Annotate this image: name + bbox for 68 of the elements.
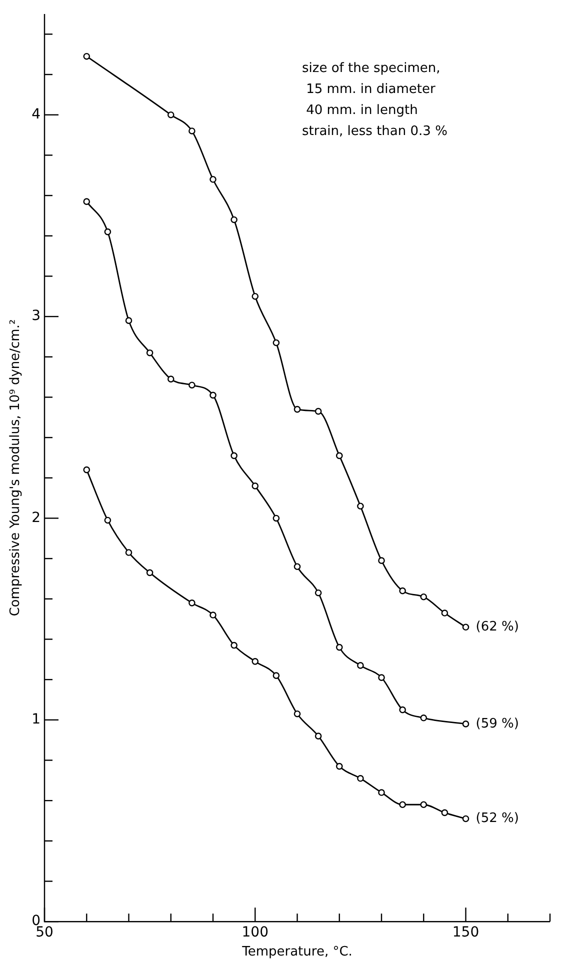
x-tick-label: 50 [36, 924, 54, 941]
point [314, 732, 322, 740]
point [357, 662, 364, 669]
point [314, 408, 322, 415]
y-tick-label: 2 [32, 510, 41, 526]
point [462, 815, 470, 822]
series-label: (52 %) [476, 811, 519, 826]
point [230, 452, 238, 460]
point [357, 775, 364, 782]
point [125, 549, 132, 556]
point [441, 809, 448, 816]
point [210, 612, 216, 618]
series-label: (59 %) [476, 716, 519, 732]
point [230, 642, 238, 649]
y-tick-label: 4 [32, 106, 41, 122]
point [167, 111, 174, 118]
point [83, 466, 90, 474]
annotation: 15 mm. in diameter [302, 82, 436, 97]
point [230, 216, 238, 224]
point [336, 452, 343, 460]
point [146, 349, 154, 356]
point [272, 672, 280, 679]
y-axis-title: Compressive Young's modulus, 10⁹ dyne/cm.² [8, 319, 24, 616]
point [462, 624, 470, 631]
point [420, 714, 428, 722]
point [294, 710, 301, 718]
point [441, 610, 448, 616]
annotation: 40 mm. in length [302, 102, 418, 118]
point [336, 762, 343, 770]
point [399, 587, 406, 594]
point [252, 658, 259, 665]
point [188, 128, 196, 134]
point [272, 339, 280, 346]
annotation: size of the specimen, [302, 60, 440, 76]
point [378, 789, 385, 796]
x-tick-label: 150 [452, 924, 480, 941]
point [378, 557, 385, 564]
point [83, 198, 90, 205]
x-tick-label: 100 [242, 924, 268, 941]
point [167, 376, 174, 382]
point [294, 406, 301, 413]
point [83, 52, 90, 60]
point [252, 292, 259, 300]
point [420, 593, 428, 600]
point [104, 516, 112, 524]
point [420, 801, 428, 808]
point [104, 228, 112, 236]
point [294, 563, 301, 570]
point [210, 176, 216, 183]
point [272, 514, 280, 522]
point [146, 569, 154, 576]
point [462, 720, 470, 728]
point [125, 317, 132, 324]
point [378, 674, 385, 681]
point [188, 382, 196, 389]
y-tick-label: 1 [32, 712, 41, 728]
point [336, 644, 343, 651]
point [357, 502, 364, 510]
annotation: strain, less than 0.3 % [302, 124, 448, 139]
point [399, 706, 406, 714]
series-label: (62 %) [476, 620, 519, 635]
point [399, 801, 406, 808]
point [252, 482, 259, 490]
point [188, 600, 196, 606]
point [210, 392, 216, 399]
y-tick-label: 3 [32, 308, 41, 324]
x-axis-title: Temperature, °C. [241, 944, 352, 960]
point [314, 589, 322, 596]
